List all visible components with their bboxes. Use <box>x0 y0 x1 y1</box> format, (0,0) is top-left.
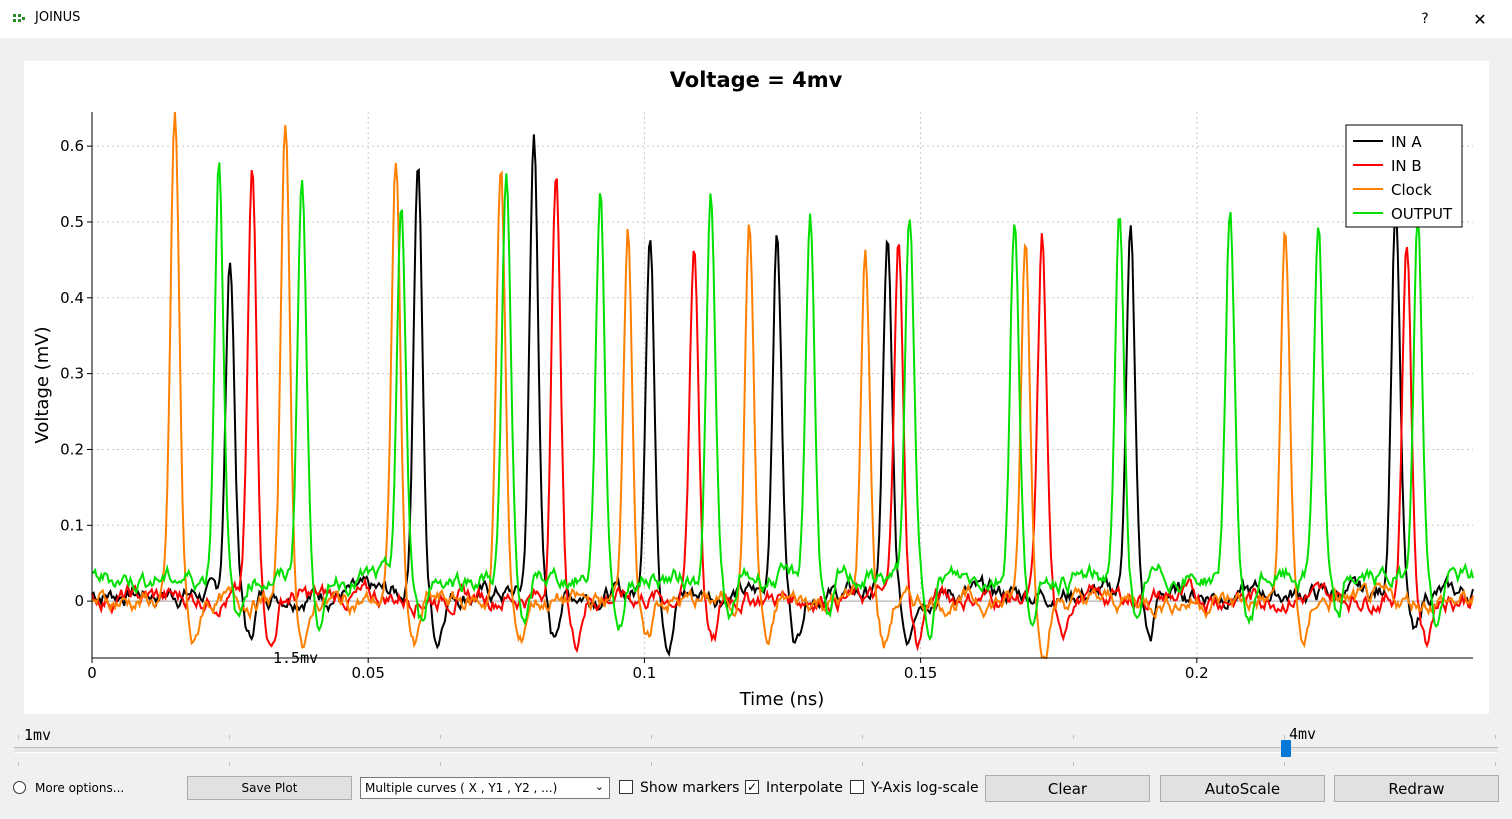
chart-title: Voltage = 4mv <box>670 68 843 92</box>
plot-area: 0 0.05 0.1 0.15 0.2 0 0.1 0.2 0.3 0.4 0.5 0.6 Volta… <box>24 61 1489 714</box>
app-icon <box>13 14 25 22</box>
window-title: JOINUS <box>35 10 81 25</box>
slider-tick <box>1284 762 1285 766</box>
show-markers-checkbox[interactable] <box>619 780 633 794</box>
x-tick-label: 0.15 <box>904 664 937 682</box>
close-button[interactable]: ✕ <box>1473 9 1487 29</box>
y-tick-label: 0.6 <box>60 137 84 155</box>
legend: IN A IN B Clock OUTPUT <box>1345 124 1463 228</box>
plot-mode-value: Multiple curves ( X , Y1 , Y2 , ...) <box>365 781 558 795</box>
x-tick-label: 0.05 <box>351 664 384 682</box>
clear-button[interactable]: Clear <box>985 775 1150 802</box>
y-tick-label: 0.3 <box>60 365 84 383</box>
slider-tick <box>1495 762 1496 766</box>
slider-min-label: 1mv <box>24 726 52 744</box>
legend-label: IN B <box>1391 157 1422 175</box>
check-icon: ✓ <box>746 780 758 794</box>
y-tick-label: 0.4 <box>60 289 84 307</box>
y-tick-label: 0.2 <box>60 440 84 458</box>
voltage-chart[interactable]: 0 0.05 0.1 0.15 0.2 0 0.1 0.2 0.3 0.4 0.5 0.6 Volta… <box>24 61 1489 714</box>
slider-tick <box>440 735 441 739</box>
chevron-down-icon: ⌄ <box>594 780 604 793</box>
slider-tick <box>651 735 652 739</box>
legend-label: IN A <box>1391 133 1422 151</box>
annotation-label: 1.5mv <box>273 649 318 667</box>
y-tick-label: 0 <box>74 592 84 610</box>
x-tick-label: 0.1 <box>632 664 656 682</box>
autoscale-button[interactable]: AutoScale <box>1160 775 1325 802</box>
save-plot-button[interactable]: Save Plot <box>187 776 352 800</box>
y-log-scale-checkbox[interactable] <box>850 780 864 794</box>
show-markers-label[interactable]: Show markers <box>640 780 740 796</box>
slider-tick <box>229 735 230 739</box>
voltage-slider-track[interactable] <box>14 747 1498 753</box>
slider-tick <box>229 762 230 766</box>
y-axis-label: Voltage (mV) <box>32 326 53 443</box>
title-bar: JOINUS ? ✕ <box>0 0 1512 38</box>
slider-tick <box>862 735 863 739</box>
more-options-radio[interactable] <box>13 781 26 794</box>
interpolate-label[interactable]: Interpolate <box>766 780 843 796</box>
slider-tick <box>1073 762 1074 766</box>
y-tick-label: 0.1 <box>60 516 84 534</box>
slider-max-label: 4mv <box>1289 725 1317 743</box>
series-line-output <box>92 162 1474 641</box>
x-axis-label: Time (ns) <box>739 689 825 710</box>
y-tick-label: 0.5 <box>60 213 84 231</box>
redraw-button[interactable]: Redraw <box>1334 775 1499 802</box>
help-button[interactable]: ? <box>1421 11 1429 27</box>
plot-mode-select[interactable]: Multiple curves ( X , Y1 , Y2 , ...) ⌄ <box>360 777 610 799</box>
legend-label: OUTPUT <box>1391 205 1453 223</box>
slider-tick <box>1284 735 1285 739</box>
y-log-scale-label[interactable]: Y-Axis log-scale <box>871 780 979 796</box>
more-options-label[interactable]: More options... <box>35 781 125 795</box>
slider-tick <box>18 762 19 766</box>
slider-tick <box>18 735 19 739</box>
x-tick-label: 0 <box>87 664 97 682</box>
x-tick-label: 0.2 <box>1185 664 1209 682</box>
slider-tick <box>1495 735 1496 739</box>
slider-tick <box>862 762 863 766</box>
legend-label: Clock <box>1391 181 1432 199</box>
interpolate-checkbox[interactable]: ✓ <box>745 780 759 794</box>
voltage-slider-handle[interactable] <box>1281 740 1291 757</box>
slider-tick <box>440 762 441 766</box>
slider-tick <box>1073 735 1074 739</box>
slider-tick <box>651 762 652 766</box>
